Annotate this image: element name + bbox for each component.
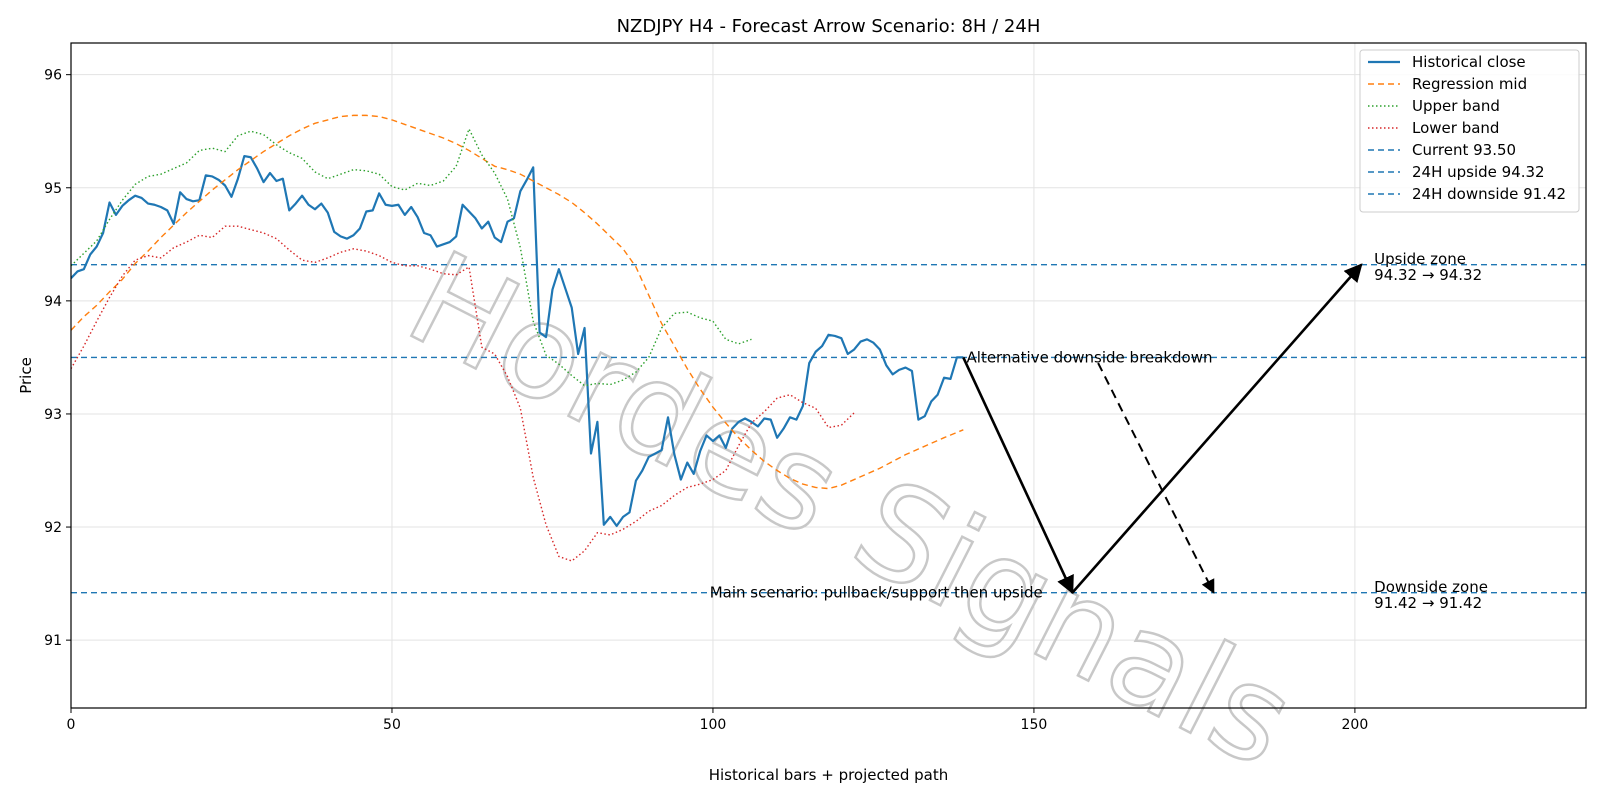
- hline-layer: [71, 263, 1586, 594]
- arrow-layer: [962, 263, 1363, 595]
- legend-label: Current 93.50: [1412, 141, 1516, 159]
- y-tick-label: 96: [44, 68, 62, 84]
- grid-layer: [70, 43, 1586, 708]
- annotation-text: 94.32 → 94.32: [1374, 266, 1482, 284]
- y-axis-label: Price: [17, 357, 35, 394]
- legend: Historical close Regression mid Upper band…: [1359, 49, 1580, 213]
- legend-box: [1359, 49, 1580, 213]
- x-tick-label: 50: [383, 717, 401, 733]
- x-tick-label: 200: [1342, 717, 1369, 733]
- legend-label: 24H downside 91.42: [1412, 185, 1566, 203]
- plot-background: [71, 43, 1586, 708]
- annotation-text: Main scenario: pullback/support then ups…: [710, 584, 1043, 602]
- annotation-text: 91.42 → 91.42: [1374, 594, 1482, 612]
- annotation-text: Downside zone: [1374, 578, 1488, 596]
- x-axis-label: Historical bars + projected path: [709, 766, 949, 784]
- plot-frame: [70, 42, 1587, 709]
- y-tick-label: 94: [44, 294, 62, 310]
- x-tick-label: 100: [700, 717, 727, 733]
- chart-title: NZDJPY H4 - Forecast Arrow Scenario: 8H …: [617, 16, 1041, 37]
- y-tick-label: 93: [44, 407, 62, 423]
- legend-label: 24H upside 94.32: [1412, 163, 1545, 181]
- forecast-arrow: [1071, 263, 1363, 594]
- x-tick-label: 0: [67, 717, 76, 733]
- y-tick-label: 92: [44, 520, 62, 536]
- legend-label: Lower band: [1412, 119, 1499, 137]
- annotation-text: Alternative downside breakdown: [967, 348, 1213, 366]
- annotation-text: Upside zone: [1374, 250, 1466, 268]
- series-line: [71, 225, 855, 562]
- y-tick-label: 91: [44, 633, 62, 649]
- forecast-arrow: [962, 356, 1074, 595]
- legend-label: Historical close: [1412, 53, 1526, 71]
- forecast-arrow: [1097, 362, 1215, 594]
- legend-items: Historical close Regression mid Upper band…: [1368, 53, 1566, 203]
- series-layer: [71, 114, 964, 562]
- series-line: [71, 155, 964, 528]
- legend-label: Upper band: [1412, 97, 1500, 115]
- legend-label: Regression mid: [1412, 75, 1527, 93]
- series-line: [71, 114, 964, 490]
- tick-layer: 0 50 100 150 200 91 92 93 94 95 96: [44, 68, 1368, 733]
- x-tick-label: 150: [1021, 717, 1048, 733]
- y-tick-label: 95: [44, 181, 62, 197]
